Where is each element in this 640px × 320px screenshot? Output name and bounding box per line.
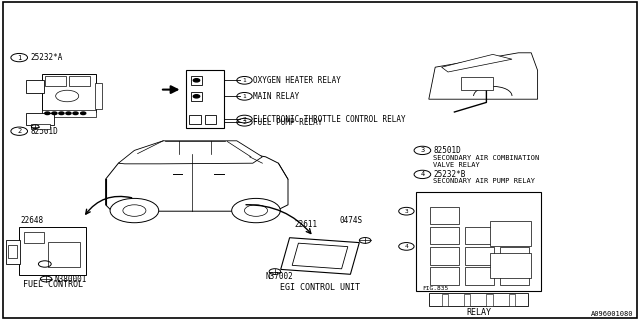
Circle shape [66,112,71,115]
Polygon shape [429,53,538,99]
Bar [429,293,528,306]
Bar [500,267,529,285]
Bar [191,92,202,101]
Bar [8,245,17,258]
Bar [486,294,493,306]
Circle shape [193,79,200,82]
Circle shape [45,112,50,115]
Circle shape [52,112,57,115]
Text: 2: 2 [243,120,246,125]
Circle shape [110,198,159,223]
Text: VALVE RELAY: VALVE RELAY [433,163,480,168]
Circle shape [232,198,280,223]
Bar [189,115,201,124]
Text: 3: 3 [420,148,424,153]
Bar [191,76,202,85]
Bar [26,80,44,93]
Circle shape [81,112,86,115]
Circle shape [73,112,78,115]
Text: N37002: N37002 [266,272,293,281]
Text: 2: 2 [243,116,246,122]
Bar [490,253,531,278]
Bar [430,267,459,285]
Text: 1: 1 [243,94,246,99]
Text: ELECTRONIC THROTTLE CONTROL RELAY: ELECTRONIC THROTTLE CONTROL RELAY [253,115,406,124]
Text: SECONDARY AIR COMBINATION: SECONDARY AIR COMBINATION [433,156,540,161]
Bar [464,294,470,306]
Text: FUEL PUMP RELAY: FUEL PUMP RELAY [253,118,323,127]
Bar [442,294,448,306]
Bar [430,227,459,244]
Bar [19,227,86,275]
Polygon shape [118,141,262,164]
Polygon shape [106,154,288,211]
Text: N380001: N380001 [54,275,87,284]
Bar [31,124,50,129]
Bar [500,247,529,265]
Text: RELAY: RELAY [466,308,491,317]
Bar [24,232,44,243]
Text: 25232*B: 25232*B [433,170,466,179]
Circle shape [193,95,200,98]
Bar [42,110,96,117]
Bar [490,221,531,246]
Text: EGI CONTROL UNIT: EGI CONTROL UNIT [280,284,360,292]
Text: 22611: 22611 [294,220,317,229]
Text: 82501D: 82501D [433,146,461,155]
Text: 2: 2 [17,128,21,134]
Text: 1: 1 [17,55,21,60]
Bar [430,247,459,265]
Text: A096001080: A096001080 [591,311,634,317]
Bar [95,83,102,109]
Text: 3: 3 [404,209,408,214]
Bar [42,74,96,112]
Polygon shape [292,243,348,269]
Text: 82501D: 82501D [31,127,58,136]
Bar [465,267,494,285]
Bar [500,227,529,244]
Text: 4: 4 [404,244,408,249]
Text: 22648: 22648 [20,216,44,225]
Bar [416,192,541,291]
Bar [465,247,494,265]
Bar [69,76,90,86]
Polygon shape [281,238,359,274]
Bar [465,227,494,244]
Text: 1: 1 [243,78,246,83]
Text: 25232*A: 25232*A [31,53,63,62]
Circle shape [244,205,268,216]
Text: SECONDARY AIR PUMP RELAY: SECONDARY AIR PUMP RELAY [433,179,535,184]
Text: 4: 4 [420,172,424,177]
Bar [186,70,224,128]
Bar [205,115,216,124]
Text: OXYGEN HEATER RELAY: OXYGEN HEATER RELAY [253,76,341,85]
Bar [430,207,459,224]
Polygon shape [442,54,512,72]
Circle shape [123,205,146,216]
Text: FIG.835: FIG.835 [422,285,449,291]
Bar [45,76,66,86]
Text: 0474S: 0474S [339,216,362,225]
Bar [48,242,80,267]
Text: FUEL CONTROL: FUEL CONTROL [23,280,83,289]
Bar [26,113,54,125]
Bar [6,240,20,264]
Circle shape [59,112,64,115]
Text: MAIN RELAY: MAIN RELAY [253,92,300,101]
Bar [509,294,515,306]
Bar [461,77,493,90]
